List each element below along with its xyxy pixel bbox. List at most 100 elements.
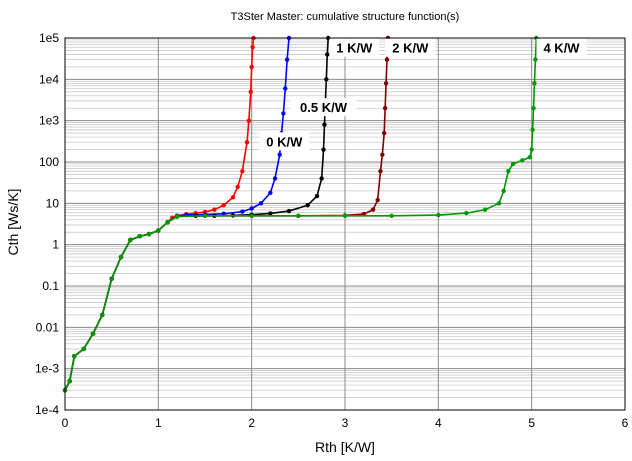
data-point bbox=[258, 201, 264, 206]
y-tick-label: 0.01 bbox=[36, 320, 60, 334]
data-point bbox=[530, 127, 535, 133]
data-point bbox=[506, 168, 511, 174]
data-point bbox=[146, 231, 152, 237]
annotation-group: 0 K/W 0.5 K/W 1 K/W 2 K/W 4 K/W bbox=[259, 38, 587, 151]
data-point bbox=[501, 188, 506, 194]
y-tick-label: 1e4 bbox=[39, 72, 59, 86]
data-point bbox=[156, 228, 161, 233]
data-point bbox=[342, 213, 348, 218]
data-point bbox=[531, 106, 536, 111]
data-point bbox=[383, 81, 389, 86]
data-point bbox=[464, 210, 469, 216]
data-point bbox=[118, 254, 124, 260]
data-point bbox=[221, 203, 226, 208]
curve-label-background bbox=[259, 132, 310, 151]
data-point bbox=[202, 213, 208, 218]
x-tick-label: 5 bbox=[528, 416, 535, 430]
y-tick-label: 1e-3 bbox=[35, 362, 59, 376]
data-point bbox=[212, 207, 217, 212]
tick-labels: 0 1 2 3 4 5 6 1e-4 1e-3 0.01 0.1 1 10 100 1e3 1e4 1e5 bbox=[35, 31, 629, 430]
data-point bbox=[72, 354, 77, 359]
data-point bbox=[240, 168, 245, 174]
data-point bbox=[100, 312, 105, 318]
x-tick-label: 4 bbox=[435, 416, 442, 430]
series-line bbox=[64, 37, 538, 391]
data-point bbox=[325, 52, 330, 57]
data-point bbox=[496, 201, 502, 206]
data-point bbox=[482, 207, 488, 212]
x-tick-label: 6 bbox=[622, 416, 629, 430]
y-axis-title: Cth [Ws/K] bbox=[5, 189, 21, 256]
series-4-k-w bbox=[62, 35, 539, 393]
data-point bbox=[375, 197, 380, 203]
data-point bbox=[268, 190, 273, 195]
data-point bbox=[250, 44, 255, 50]
data-point bbox=[230, 195, 236, 200]
y-tick-label: 10 bbox=[46, 196, 60, 210]
y-tick-label: 1e5 bbox=[39, 31, 59, 45]
curve-label: 2 K/W bbox=[392, 41, 429, 56]
data-point bbox=[249, 213, 254, 218]
data-point bbox=[305, 203, 310, 208]
data-point bbox=[322, 122, 327, 127]
data-point bbox=[165, 219, 170, 225]
data-point bbox=[283, 86, 288, 91]
data-point bbox=[324, 77, 329, 82]
curve-label-background bbox=[329, 38, 380, 57]
data-point bbox=[90, 331, 96, 336]
data-point bbox=[109, 276, 114, 281]
data-point bbox=[268, 211, 273, 216]
curve-label-background bbox=[536, 38, 587, 57]
x-tick-label: 0 bbox=[62, 416, 69, 430]
data-point bbox=[510, 161, 516, 167]
x-tick-label: 3 bbox=[342, 416, 349, 430]
data-point bbox=[319, 176, 324, 181]
curve-label: 1 K/W bbox=[336, 41, 373, 56]
data-point bbox=[67, 378, 72, 384]
data-point bbox=[436, 212, 441, 218]
data-point bbox=[235, 184, 240, 190]
x-tick-label: 1 bbox=[155, 416, 162, 430]
data-point bbox=[382, 106, 388, 111]
data-point bbox=[284, 57, 290, 62]
data-point bbox=[533, 57, 538, 62]
data-point bbox=[249, 64, 254, 70]
data-point bbox=[286, 208, 292, 214]
data-point bbox=[296, 213, 301, 218]
data-point bbox=[314, 193, 320, 199]
data-point bbox=[378, 168, 383, 174]
data-point bbox=[520, 158, 525, 163]
curve-label: 0.5 K/W bbox=[300, 100, 348, 115]
data-point bbox=[128, 237, 133, 243]
x-axis-title: Rth [K/W] bbox=[315, 439, 375, 455]
y-tick-label: 0.1 bbox=[42, 279, 59, 293]
data-point bbox=[380, 152, 385, 157]
chart-title: T3Ster Master: cumulative structure func… bbox=[231, 11, 460, 23]
curve-label: 0 K/W bbox=[266, 134, 303, 149]
plot-frame bbox=[64, 37, 626, 411]
data-point bbox=[249, 206, 254, 211]
data-point bbox=[532, 81, 537, 86]
y-tick-label: 1 bbox=[52, 238, 59, 252]
data-point bbox=[174, 214, 180, 219]
data-point bbox=[281, 111, 286, 116]
curve-label-background bbox=[385, 38, 436, 57]
data-point bbox=[272, 176, 278, 181]
curve-label-background bbox=[290, 98, 357, 117]
data-point bbox=[384, 57, 390, 62]
y-tick-label: 1e-4 bbox=[35, 403, 59, 417]
data-point bbox=[529, 147, 534, 152]
curve-label: 4 K/W bbox=[543, 41, 580, 56]
y-tick-label: 100 bbox=[39, 155, 59, 169]
y-tick-label: 1e3 bbox=[39, 114, 59, 128]
data-point bbox=[248, 89, 253, 94]
data-point bbox=[382, 130, 387, 136]
data-point bbox=[81, 346, 86, 352]
data-point bbox=[370, 207, 376, 212]
data-point bbox=[277, 152, 282, 157]
data-point bbox=[137, 234, 142, 239]
data-point bbox=[244, 140, 250, 145]
data-point bbox=[246, 118, 252, 123]
